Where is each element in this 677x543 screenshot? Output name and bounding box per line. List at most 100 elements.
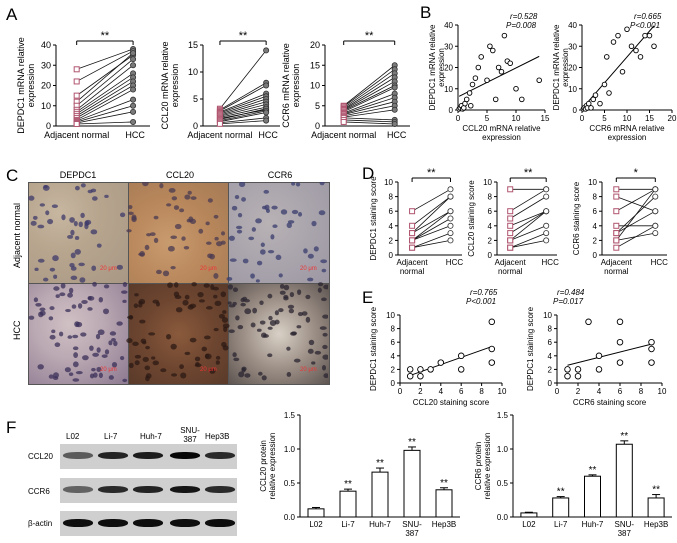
y-tick-label: 4 — [391, 352, 396, 361]
pair-line — [219, 120, 267, 125]
x-category-label: L02 — [522, 520, 536, 529]
data-point — [437, 359, 445, 366]
correlation-p: P<0.001 — [630, 21, 660, 30]
pair-line — [219, 117, 267, 124]
nucleus — [162, 270, 170, 277]
nucleus — [142, 340, 147, 345]
nucleus — [148, 332, 156, 336]
nucleus — [314, 350, 322, 355]
normal-marker — [507, 237, 514, 244]
y-tick-label: 10 — [41, 101, 51, 111]
panel-label-a: A — [6, 5, 18, 24]
nucleus — [104, 194, 109, 198]
correlation-p: P=0.017 — [553, 297, 584, 306]
data-point — [466, 90, 473, 96]
nucleus — [134, 360, 140, 366]
x-category-label: Huh-7 — [369, 520, 391, 529]
y-tick-label: 10 — [310, 81, 320, 91]
nucleus — [53, 286, 60, 291]
nucleus — [267, 249, 275, 254]
y-tick-label: 20 — [444, 64, 453, 73]
data-point — [457, 352, 465, 360]
y-tick-label: 40 — [444, 21, 453, 30]
nucleus — [87, 296, 92, 300]
x-tick-label: 20 — [668, 114, 677, 123]
chart-a-ccl20: 0 5 10 15 ** Adjacent normal HCC CCL20 mRNA rel… — [160, 30, 280, 140]
pair-line — [411, 196, 451, 234]
nucleus — [238, 182, 246, 188]
data-point — [564, 366, 571, 373]
nucleus — [259, 300, 264, 306]
nucleus — [90, 229, 98, 235]
nucleus — [126, 229, 132, 233]
axis-label: CCR6 staining score — [572, 181, 581, 255]
normal-marker — [409, 237, 416, 244]
y-tick-label: 10 — [568, 85, 577, 94]
hcc-marker — [652, 222, 659, 229]
hcc-marker — [130, 102, 137, 109]
nucleus — [67, 292, 73, 298]
data-point — [595, 366, 603, 373]
x-category-label: HCC — [258, 130, 278, 140]
nucleus — [168, 188, 176, 193]
hcc-marker — [391, 84, 398, 91]
significance-mark: ** — [101, 30, 110, 42]
nucleus — [232, 352, 237, 358]
normal-marker — [73, 66, 80, 73]
chart-f-ccl20: 0.0 0.5 1.0 1.5 L02 ** Li-7 ** Huh-7 ** SNU-387 ** H… — [259, 411, 460, 538]
nucleus — [170, 235, 178, 239]
nucleus — [78, 221, 83, 228]
nucleus — [228, 329, 235, 334]
axis-label: CCL20 staining score — [467, 180, 476, 257]
nucleus — [307, 253, 314, 259]
nucleus — [260, 242, 265, 248]
x-category-label: 387 — [405, 529, 419, 538]
nucleus — [223, 326, 228, 333]
axis-label: CCL20 mRNA relative — [160, 41, 170, 129]
nucleus — [241, 197, 246, 202]
y-tick-label: 0.5 — [284, 479, 296, 488]
nucleus — [144, 244, 150, 251]
hcc-marker — [652, 186, 659, 193]
nucleus — [297, 289, 302, 295]
nucleus — [236, 229, 243, 234]
nucleus — [289, 291, 295, 298]
correlation-r: r=0.665 — [634, 12, 662, 21]
significance-mark: ** — [427, 167, 436, 179]
blot-band — [63, 452, 93, 459]
nucleus — [122, 299, 127, 304]
nucleus — [61, 214, 66, 221]
hcc-marker — [130, 62, 137, 69]
pair-line — [411, 196, 451, 227]
y-tick-label: 10 — [588, 178, 597, 187]
nucleus — [190, 196, 197, 200]
nucleus — [322, 314, 328, 319]
blot-band — [98, 452, 128, 459]
pair-line — [616, 196, 656, 212]
nucleus — [72, 378, 80, 382]
nucleus — [244, 308, 252, 315]
nucleus — [171, 196, 178, 201]
pair-line — [343, 87, 395, 113]
nucleus — [91, 265, 97, 271]
nucleus — [37, 258, 45, 263]
nucleus — [153, 237, 159, 243]
nucleus — [108, 375, 114, 380]
nucleus — [68, 287, 74, 294]
pair-line — [219, 112, 267, 123]
nucleus — [37, 364, 44, 370]
nucleus — [274, 310, 279, 316]
nucleus — [73, 352, 79, 359]
nucleus — [70, 275, 78, 280]
data-point — [463, 96, 470, 103]
nucleus — [39, 310, 46, 316]
nucleus — [204, 335, 211, 340]
nucleus — [82, 355, 89, 361]
data-point — [495, 64, 502, 71]
x-category-label: Hep3B — [432, 520, 456, 529]
hcc-marker — [543, 230, 550, 237]
nucleus — [179, 208, 185, 213]
pair-line — [411, 225, 451, 241]
data-point — [586, 100, 592, 107]
nucleus — [227, 284, 234, 290]
